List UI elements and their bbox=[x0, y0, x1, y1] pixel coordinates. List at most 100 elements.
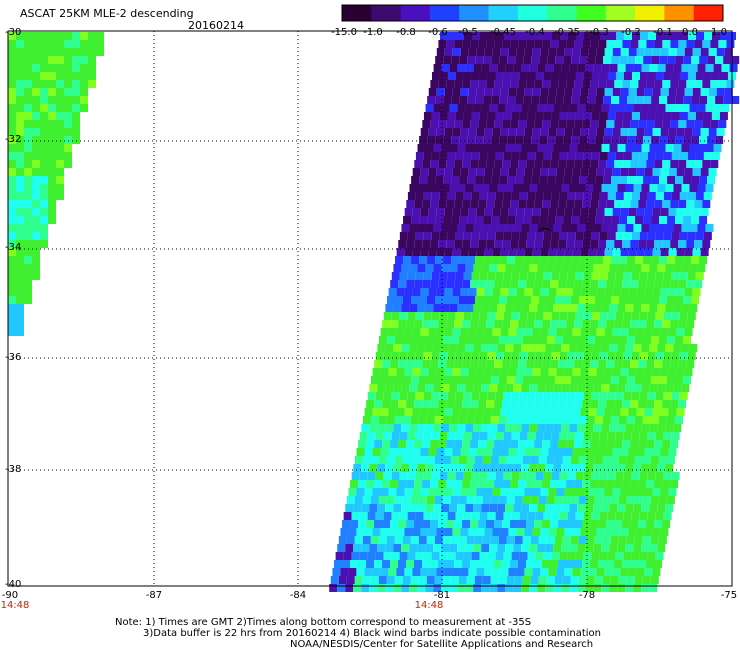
swath-cell bbox=[412, 208, 421, 216]
swath-cell bbox=[484, 128, 493, 136]
swath-cell bbox=[530, 536, 539, 544]
swath-cell bbox=[556, 168, 565, 176]
swath-cell bbox=[590, 200, 599, 208]
swath-cell bbox=[604, 528, 613, 536]
swath-cell bbox=[406, 480, 415, 488]
swath-cell bbox=[614, 40, 623, 48]
swath-cell bbox=[418, 536, 427, 544]
swath-cell bbox=[470, 520, 479, 528]
swath-cell bbox=[468, 328, 477, 336]
swath-cell bbox=[518, 80, 527, 88]
swath-cell bbox=[460, 368, 469, 376]
swath-cell bbox=[641, 504, 650, 512]
swath-cell bbox=[678, 80, 687, 88]
swath-cell bbox=[468, 48, 477, 56]
swath-cell bbox=[665, 504, 674, 512]
swath-cell bbox=[619, 96, 628, 104]
swath-cell bbox=[502, 240, 511, 248]
swath-cell bbox=[503, 472, 512, 480]
swath-cell bbox=[545, 384, 554, 392]
swath-cell bbox=[607, 192, 616, 200]
swath-cell bbox=[564, 328, 573, 336]
swath-cell bbox=[448, 32, 456, 40]
swath-cell bbox=[492, 368, 501, 376]
swath-cell bbox=[636, 88, 645, 96]
swath-cell bbox=[639, 552, 648, 560]
swath-cell bbox=[440, 32, 448, 40]
swath-cell bbox=[508, 408, 517, 416]
swath-cell bbox=[521, 464, 530, 472]
swath-cell bbox=[497, 184, 506, 192]
swath-cell bbox=[564, 168, 573, 176]
swath-cell bbox=[603, 296, 612, 304]
swath-cell bbox=[495, 312, 504, 320]
swath-cell bbox=[588, 248, 597, 256]
swath-cell bbox=[620, 88, 629, 96]
swath-cell bbox=[511, 312, 520, 320]
swath-cell bbox=[388, 368, 397, 376]
swath-cell bbox=[566, 520, 575, 528]
swath-cell bbox=[551, 112, 560, 120]
swath-cell bbox=[678, 200, 687, 208]
swath-cell bbox=[593, 184, 602, 192]
swath-cell bbox=[356, 448, 365, 456]
swath-cell bbox=[406, 400, 415, 408]
swath-cell bbox=[579, 216, 588, 224]
swath-cell bbox=[524, 328, 533, 336]
swath-cell bbox=[16, 248, 24, 256]
swath-cell bbox=[537, 104, 546, 112]
swath-cell bbox=[572, 368, 581, 376]
swath-cell bbox=[657, 264, 666, 272]
swath-cell bbox=[513, 224, 522, 232]
swath-cell bbox=[660, 208, 669, 216]
swath-cell bbox=[399, 552, 408, 560]
swath-cell bbox=[585, 344, 594, 352]
swath-cell bbox=[439, 472, 448, 480]
swath-cell bbox=[8, 320, 16, 328]
swath-cell bbox=[428, 568, 437, 576]
swath-cell bbox=[32, 272, 40, 280]
swath-cell bbox=[604, 568, 613, 576]
swath-cell bbox=[16, 264, 24, 272]
swath-cell bbox=[377, 464, 386, 472]
swath-cell bbox=[596, 248, 605, 256]
swath-cell bbox=[462, 200, 471, 208]
swath-cell bbox=[599, 272, 608, 280]
swath-cell bbox=[604, 88, 613, 96]
swath-cell bbox=[32, 88, 40, 96]
swath-cell bbox=[626, 576, 635, 584]
swath-cell bbox=[626, 496, 635, 504]
swath-cell bbox=[386, 336, 395, 344]
swath-cell bbox=[443, 96, 452, 104]
swath-cell bbox=[457, 584, 466, 592]
swath-cell bbox=[492, 88, 501, 96]
swath-cell bbox=[48, 72, 56, 80]
swath-cell bbox=[617, 224, 626, 232]
swath-cell bbox=[665, 184, 674, 192]
swath-cell bbox=[476, 88, 485, 96]
swath-cell bbox=[489, 424, 498, 432]
swath-cell bbox=[518, 560, 527, 568]
swath-cell bbox=[32, 208, 40, 216]
swath-cell bbox=[444, 528, 453, 536]
swath-cell bbox=[503, 232, 512, 240]
time-label: 14:48 bbox=[0, 600, 30, 611]
swath-cell bbox=[550, 360, 559, 368]
swath-cell bbox=[586, 496, 595, 504]
swath-cell bbox=[474, 536, 483, 544]
swath-cell bbox=[708, 128, 717, 136]
swath-cell bbox=[622, 520, 631, 528]
swath-cell bbox=[531, 176, 540, 184]
swath-cell bbox=[415, 352, 424, 360]
swath-cell bbox=[430, 240, 439, 248]
swath-cell bbox=[538, 376, 547, 384]
swath-cell bbox=[675, 136, 684, 144]
swath-cell bbox=[383, 552, 392, 560]
swath-cell bbox=[407, 552, 416, 560]
swath-cell bbox=[72, 120, 80, 128]
colorbar-label: -0.2 bbox=[621, 27, 641, 38]
swath-cell bbox=[617, 304, 626, 312]
swath-cell bbox=[601, 544, 610, 552]
swath-cell bbox=[638, 560, 647, 568]
swath-cell bbox=[639, 72, 648, 80]
